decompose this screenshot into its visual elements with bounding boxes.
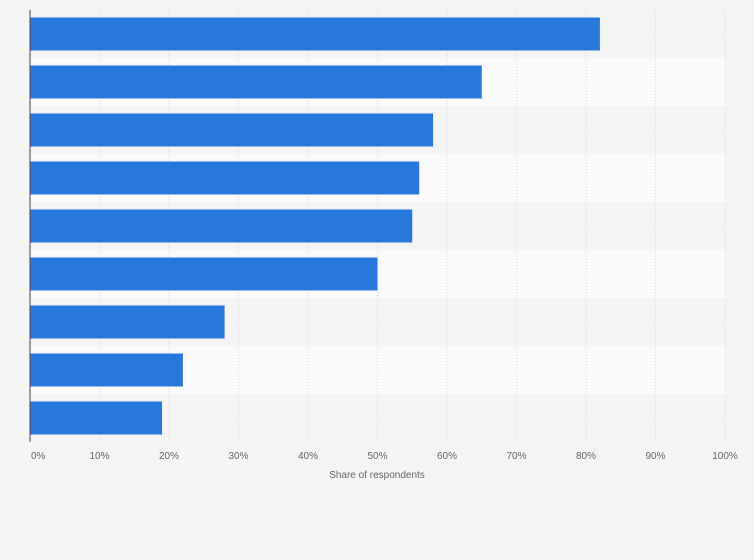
x-tick-label: 70% bbox=[506, 451, 526, 462]
bar bbox=[30, 353, 183, 387]
x-tick-label: 80% bbox=[576, 451, 596, 462]
bar bbox=[30, 257, 378, 291]
x-tick-label: 100% bbox=[712, 451, 738, 462]
bars bbox=[30, 17, 600, 435]
x-tick-label: 0% bbox=[31, 451, 46, 462]
x-axis-ticks: 0% 10% 20% 30% 40% 50% 60% 70% 80% 90% 100% bbox=[31, 451, 738, 462]
x-tick-label: 30% bbox=[228, 451, 248, 462]
bar bbox=[30, 17, 600, 51]
x-tick-label: 20% bbox=[159, 451, 179, 462]
x-axis-title: Share of respondents bbox=[329, 470, 425, 481]
bar bbox=[30, 161, 420, 195]
bar bbox=[30, 401, 163, 435]
x-tick-label: 60% bbox=[437, 451, 457, 462]
bar bbox=[30, 305, 225, 339]
bar bbox=[30, 209, 413, 243]
x-tick-label: 10% bbox=[89, 451, 109, 462]
x-tick-label: 50% bbox=[367, 451, 387, 462]
bar bbox=[30, 65, 482, 99]
bar bbox=[30, 113, 434, 147]
x-tick-label: 40% bbox=[298, 451, 318, 462]
x-tick-label: 90% bbox=[645, 451, 665, 462]
